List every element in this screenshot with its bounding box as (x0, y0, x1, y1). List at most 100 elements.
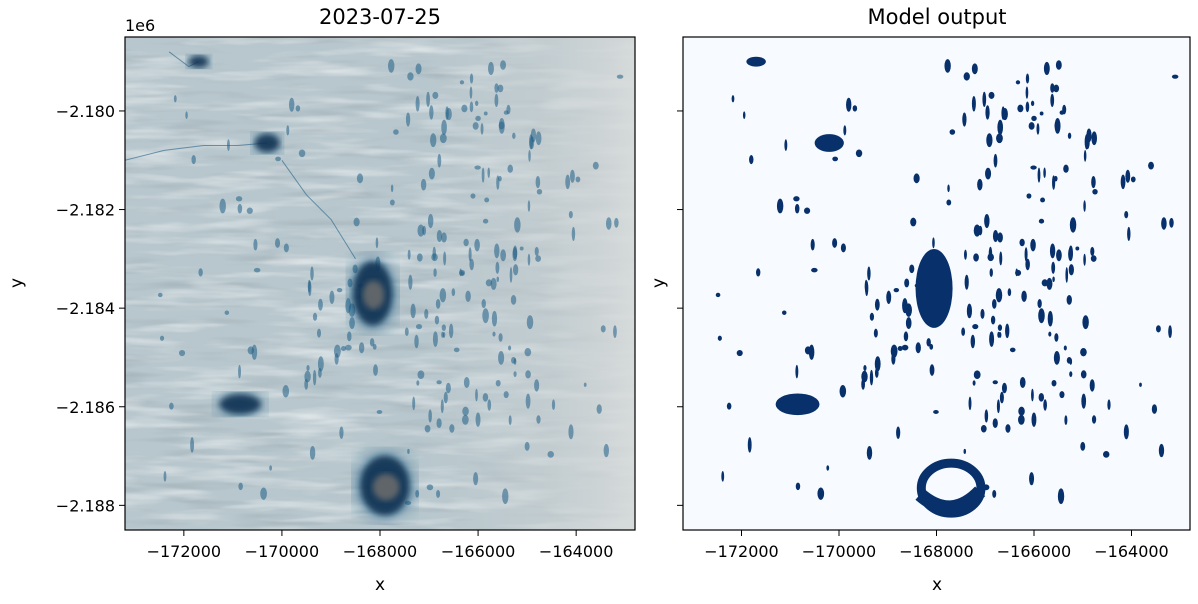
melt-pond (428, 167, 435, 180)
melt-pond (375, 237, 379, 249)
melt-pond (356, 173, 364, 184)
water-pixel (962, 112, 967, 127)
water-pixel (1031, 412, 1037, 427)
water-pixel (999, 251, 1003, 266)
water-pixel (904, 278, 910, 288)
water-pixel (726, 402, 732, 410)
water-pixel (731, 95, 735, 103)
water-pixel (980, 425, 987, 433)
melt-pond (415, 63, 422, 75)
lake-mask (746, 56, 766, 67)
water-pixel (1001, 382, 1007, 394)
melt-pond (407, 249, 411, 260)
water-pixel (1054, 333, 1059, 342)
melt-pond (482, 218, 489, 224)
melt-pond (308, 280, 312, 297)
water-pixel (989, 331, 995, 347)
water-pixel (803, 207, 811, 214)
water-pixel (852, 105, 858, 112)
water-pixel (715, 292, 721, 298)
water-pixel (901, 344, 909, 351)
water-pixel (1125, 169, 1131, 183)
x-tick-label: −166000 (441, 542, 515, 561)
water-pixel (1080, 347, 1087, 357)
melt-pond (469, 258, 474, 271)
melt-pond (534, 379, 540, 392)
water-pixel (1069, 371, 1073, 378)
water-pixel (869, 312, 875, 321)
water-pixel (1037, 167, 1041, 183)
melt-pond (269, 465, 273, 471)
water-pixel (993, 153, 998, 168)
water-pixel (947, 184, 950, 193)
water-pixel (985, 167, 992, 180)
water-pixel (1031, 115, 1037, 122)
melt-pond (565, 174, 571, 190)
water-pixel (784, 139, 788, 152)
water-pixel (1107, 399, 1111, 411)
melt-pond (527, 253, 531, 266)
melt-pond (410, 303, 416, 319)
melt-pond (616, 74, 624, 79)
melt-pond (465, 290, 471, 302)
water-pixel (1051, 379, 1057, 387)
water-pixel (1050, 83, 1055, 93)
melt-pond (575, 176, 581, 183)
melt-pond (275, 156, 281, 162)
water-pixel (989, 268, 993, 277)
y-tick-label: −2.186 (56, 398, 115, 417)
melt-pond (439, 133, 447, 144)
melt-pond (451, 288, 456, 297)
melt-pond (535, 255, 542, 262)
water-pixel (1056, 249, 1062, 262)
water-pixel (1168, 325, 1172, 339)
melt-pond (509, 267, 513, 283)
water-pixel (997, 331, 1001, 338)
melt-pond (500, 249, 507, 262)
water-pixel (1025, 86, 1029, 99)
water-pixel (1081, 393, 1087, 409)
melt-pond (535, 131, 542, 146)
water-pixel (873, 328, 878, 338)
water-pixel (839, 385, 847, 398)
melt-pond (432, 331, 438, 347)
water-pixel (1021, 290, 1027, 302)
melt-pond (571, 226, 576, 241)
panel-title-right: Model output (868, 5, 1007, 29)
water-pixel (977, 178, 983, 191)
water-pixel (1148, 161, 1154, 170)
melt-pond (472, 122, 479, 130)
x-tick-label: −166000 (997, 542, 1071, 561)
y-tick-label: −2.188 (56, 496, 115, 515)
water-pixel (1047, 310, 1053, 327)
water-pixel (1037, 299, 1042, 309)
water-pixel (810, 238, 815, 251)
melt-pond (304, 370, 311, 383)
melt-pond (274, 238, 281, 248)
melt-pond (443, 391, 448, 404)
melt-pond (482, 393, 489, 402)
water-pixel (1050, 93, 1055, 107)
water-pixel (1019, 238, 1025, 247)
water-pixel (1090, 246, 1095, 256)
melt-pond (473, 472, 479, 486)
melt-pond (339, 426, 344, 439)
x-tick-label: −164000 (539, 542, 613, 561)
melt-pond (318, 298, 323, 311)
water-pixel (1002, 107, 1008, 121)
water-pixel (811, 267, 818, 273)
melt-pond (526, 315, 534, 330)
melt-pond (536, 415, 541, 424)
water-pixel (1090, 255, 1097, 262)
water-pixel (988, 91, 995, 99)
water-pixel (926, 338, 931, 347)
water-pixel (1063, 164, 1069, 173)
water-pixel (971, 63, 978, 75)
water-pixel (946, 199, 952, 206)
melt-ponds (125, 51, 624, 506)
melt-pond (432, 91, 439, 99)
melt-pond (461, 271, 464, 276)
melt-pond (373, 364, 378, 376)
melt-pond (345, 344, 352, 351)
melt-pond (463, 377, 470, 388)
